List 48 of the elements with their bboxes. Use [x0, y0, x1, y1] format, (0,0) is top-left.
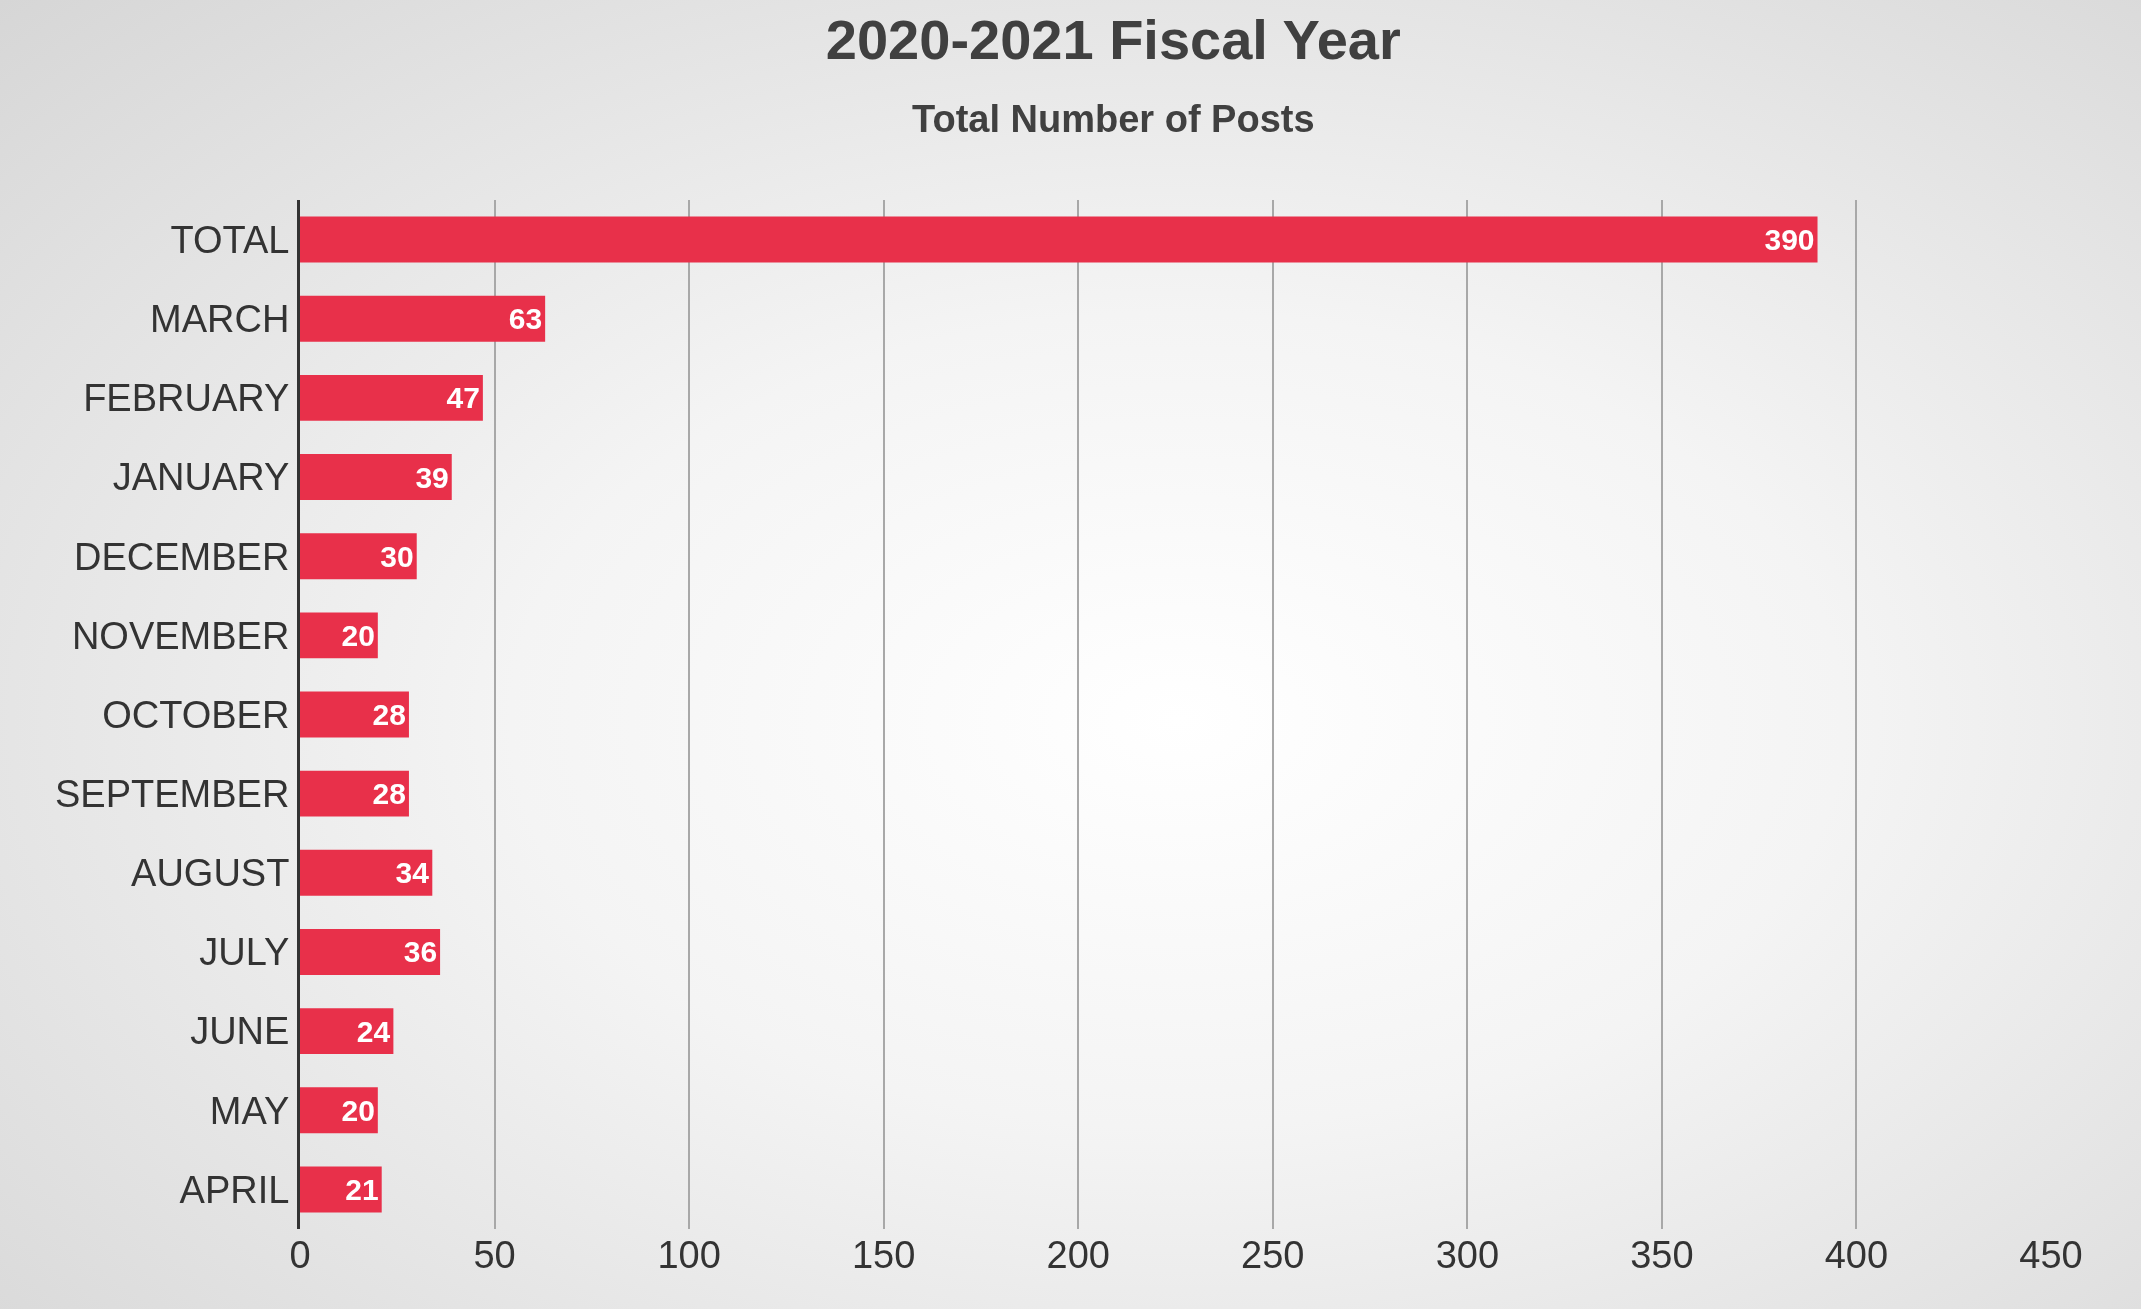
bar — [300, 849, 433, 896]
data-label: 63 — [508, 302, 543, 336]
y-tick-label: DECEMBER — [74, 535, 290, 578]
y-tick-label: MARCH — [150, 298, 290, 341]
bar — [300, 533, 417, 580]
x-tick-label: 350 — [1630, 1234, 1694, 1276]
x-tick-label: 300 — [1435, 1234, 1500, 1276]
bar — [300, 216, 1818, 263]
bar — [300, 1166, 382, 1213]
x-tick-label: 100 — [657, 1234, 721, 1276]
y-tick-label: AUGUST — [131, 852, 290, 895]
data-label: 20 — [341, 1093, 375, 1127]
bar — [300, 374, 483, 421]
x-tick-label: 0 — [289, 1234, 311, 1276]
bar — [300, 454, 452, 500]
y-tick-label: TOTAL — [170, 218, 290, 261]
data-label: 47 — [446, 381, 480, 415]
y-tick-label: JUNE — [190, 1010, 290, 1053]
data-label: 390 — [1764, 223, 1815, 257]
data-label: 20 — [341, 618, 375, 652]
y-tick-label: NOVEMBER — [71, 614, 290, 657]
y-tick-label: FEBRUARY — [83, 377, 290, 420]
x-tick-label: 400 — [1824, 1234, 1889, 1276]
bar — [300, 1008, 394, 1055]
y-tick-label: OCTOBER — [102, 693, 290, 736]
x-tick-label: 150 — [851, 1234, 916, 1276]
y-tick-label: MAY — [209, 1089, 290, 1132]
data-label: 36 — [403, 935, 438, 969]
data-label: 39 — [415, 460, 449, 494]
chart-subtitle: Total Number of Posts — [912, 97, 1315, 140]
chart-title: 2020-2021 Fiscal Year — [825, 7, 1401, 71]
x-tick-label: 50 — [473, 1234, 516, 1276]
y-tick-label: JULY — [199, 931, 290, 974]
y-tick-label: JANUARY — [112, 456, 290, 499]
data-label: 28 — [372, 698, 406, 731]
data-label: 30 — [380, 539, 414, 573]
data-label: 34 — [395, 856, 430, 890]
data-label: 28 — [372, 777, 406, 811]
x-tick-label: 450 — [2019, 1234, 2083, 1276]
y-tick-label: APRIL — [179, 1168, 290, 1211]
bar — [300, 929, 441, 975]
x-tick-label: 200 — [1046, 1234, 1110, 1276]
data-label: 21 — [345, 1172, 379, 1206]
x-tick-label: 250 — [1241, 1234, 1305, 1276]
bar — [300, 295, 546, 342]
data-label: 24 — [356, 1014, 391, 1048]
bar — [300, 770, 409, 817]
y-tick-label: SEPTEMBER — [55, 772, 290, 815]
